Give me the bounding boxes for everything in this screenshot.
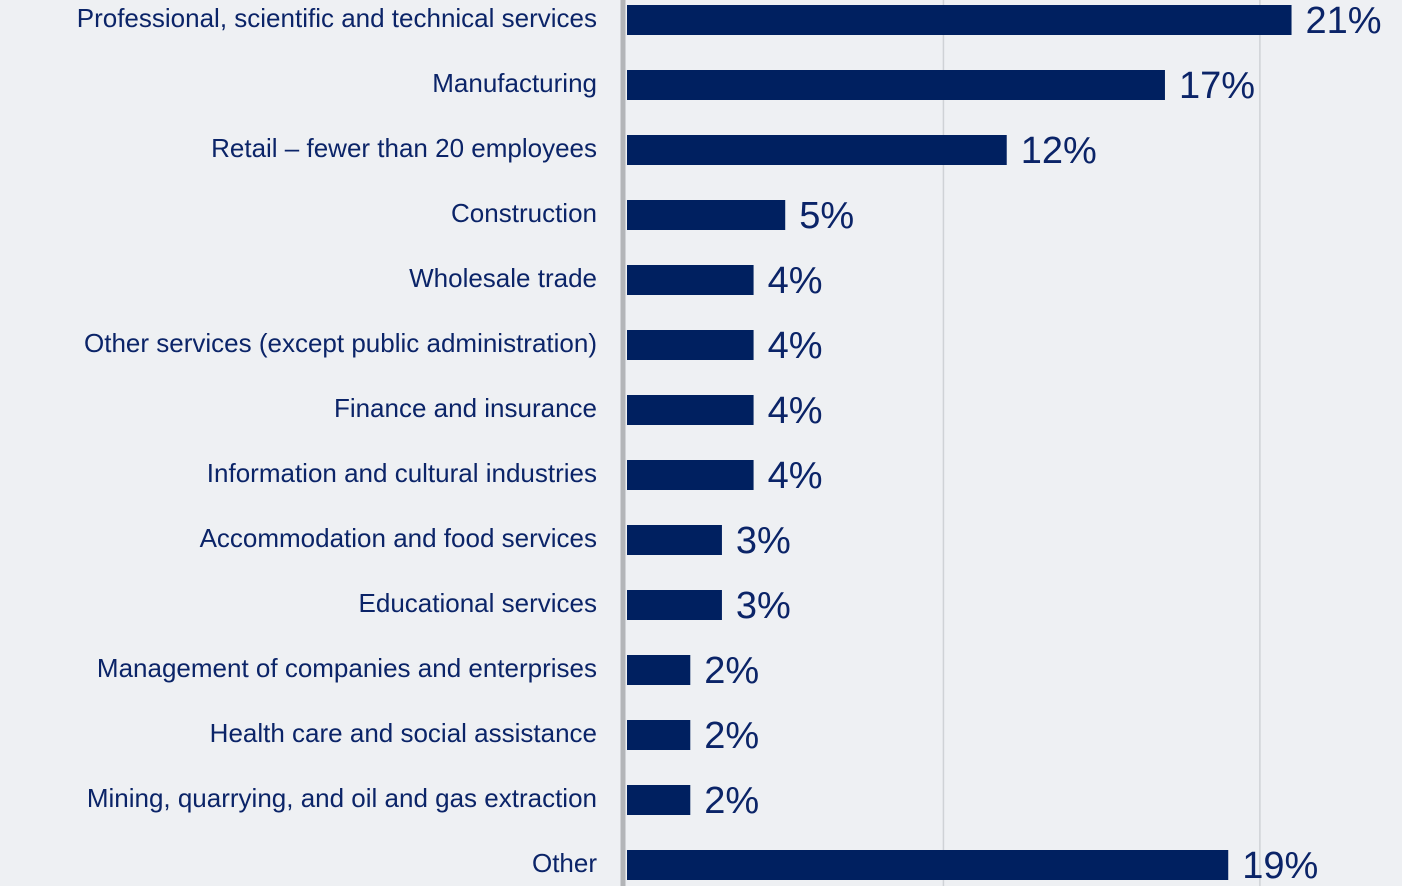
bar xyxy=(627,590,722,620)
bar xyxy=(627,655,691,685)
bar xyxy=(627,265,754,295)
bar xyxy=(627,200,786,230)
bar xyxy=(627,395,754,425)
category-label: Health care and social assistance xyxy=(210,718,597,748)
bar xyxy=(627,460,754,490)
category-label: Finance and insurance xyxy=(334,393,597,423)
bar xyxy=(627,5,1292,35)
category-label: Other services (except public administra… xyxy=(84,328,597,358)
bar xyxy=(627,135,1007,165)
value-label: 2% xyxy=(704,650,759,692)
category-label: Wholesale trade xyxy=(409,263,597,293)
category-label: Other xyxy=(532,848,597,878)
value-label: 3% xyxy=(736,585,791,627)
value-label: 21% xyxy=(1306,0,1382,42)
bar xyxy=(627,70,1165,100)
value-label: 3% xyxy=(736,520,791,562)
category-label: Retail – fewer than 20 employees xyxy=(211,133,597,163)
category-label: Information and cultural industries xyxy=(207,458,597,488)
value-label: 12% xyxy=(1021,130,1097,172)
value-label: 2% xyxy=(704,780,759,822)
category-label: Construction xyxy=(451,198,597,228)
category-label: Accommodation and food services xyxy=(200,523,597,553)
category-label: Mining, quarrying, and oil and gas extra… xyxy=(87,783,597,813)
bar xyxy=(627,785,691,815)
bar xyxy=(627,720,691,750)
value-label: 5% xyxy=(799,195,854,237)
category-label: Professional, scientific and technical s… xyxy=(77,3,597,33)
bar xyxy=(627,330,754,360)
category-label: Management of companies and enterprises xyxy=(97,653,597,683)
value-label: 4% xyxy=(768,455,823,497)
value-label: 4% xyxy=(768,390,823,432)
category-label: Manufacturing xyxy=(432,68,597,98)
value-label: 17% xyxy=(1179,65,1255,107)
value-label: 19% xyxy=(1242,845,1318,886)
value-label: 4% xyxy=(768,325,823,367)
value-label: 4% xyxy=(768,260,823,302)
value-label: 2% xyxy=(704,715,759,757)
category-label: Educational services xyxy=(359,588,597,618)
bar xyxy=(627,525,722,555)
bar xyxy=(627,850,1229,880)
